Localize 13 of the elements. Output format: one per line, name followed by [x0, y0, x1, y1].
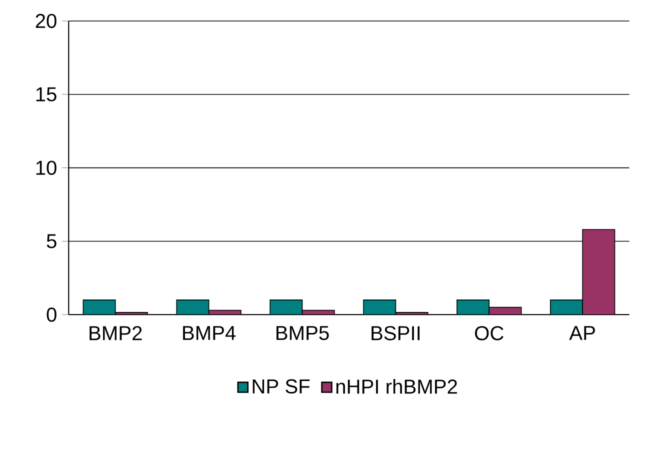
y-tick-label: 15 — [36, 87, 56, 102]
y-tick-label: 5 — [46, 234, 56, 248]
y-tick-label: 10 — [36, 160, 56, 175]
y-tick-label: 20 — [36, 14, 56, 28]
x-tick-label: AP — [569, 326, 595, 340]
legend-label: NP SF — [252, 379, 310, 394]
legend-label: nHPI rhBMP2 — [336, 378, 457, 394]
x-tick-label: BMP5 — [276, 326, 329, 340]
y-tick-label: 0 — [46, 307, 56, 322]
x-tick-label: BMP2 — [90, 326, 142, 340]
x-tick-label: BSPII — [372, 326, 420, 340]
x-tick-label: BMP4 — [183, 326, 236, 340]
x-tick-label: OC — [475, 326, 504, 340]
